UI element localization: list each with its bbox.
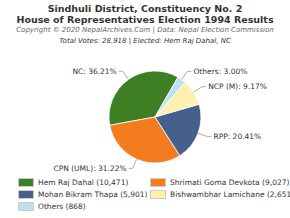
html-text:Others (868): Others (868) — [38, 202, 86, 211]
html-text:Hem Raj Dahal (10,471): Hem Raj Dahal (10,471) — [38, 178, 129, 187]
svg-text:NC: 36.21%: NC: 36.21% — [72, 67, 116, 76]
html-text:Shrimati Goma Devkota (9,027): Shrimati Goma Devkota (9,027) — [170, 178, 290, 187]
svg-text:RPP: 20.41%: RPP: 20.41% — [213, 132, 261, 141]
html-text:Total Votes: 28,918 | Elected:: Total Votes: 28,918 | Elected: Hem Raj D… — [59, 37, 231, 45]
html-text:Copyright © 2020 NepalArchives: Copyright © 2020 NepalArchives.Com | Dat… — [16, 26, 274, 34]
html-text:House of Representatives Elect: House of Representatives Election 1994 R… — [16, 14, 274, 25]
svg-text:Others: 3.00%: Others: 3.00% — [193, 67, 247, 76]
html-text:Sindhuli District, Constituenc: Sindhuli District, Constituency No. 2 — [47, 3, 243, 14]
svg-text:NCP (M): 9.17%: NCP (M): 9.17% — [208, 82, 267, 91]
svg-text:CPN (UML): 31.22%: CPN (UML): 31.22% — [53, 164, 126, 173]
html-text:Mohan Bikram Thapa (5,901): Mohan Bikram Thapa (5,901) — [38, 190, 148, 199]
